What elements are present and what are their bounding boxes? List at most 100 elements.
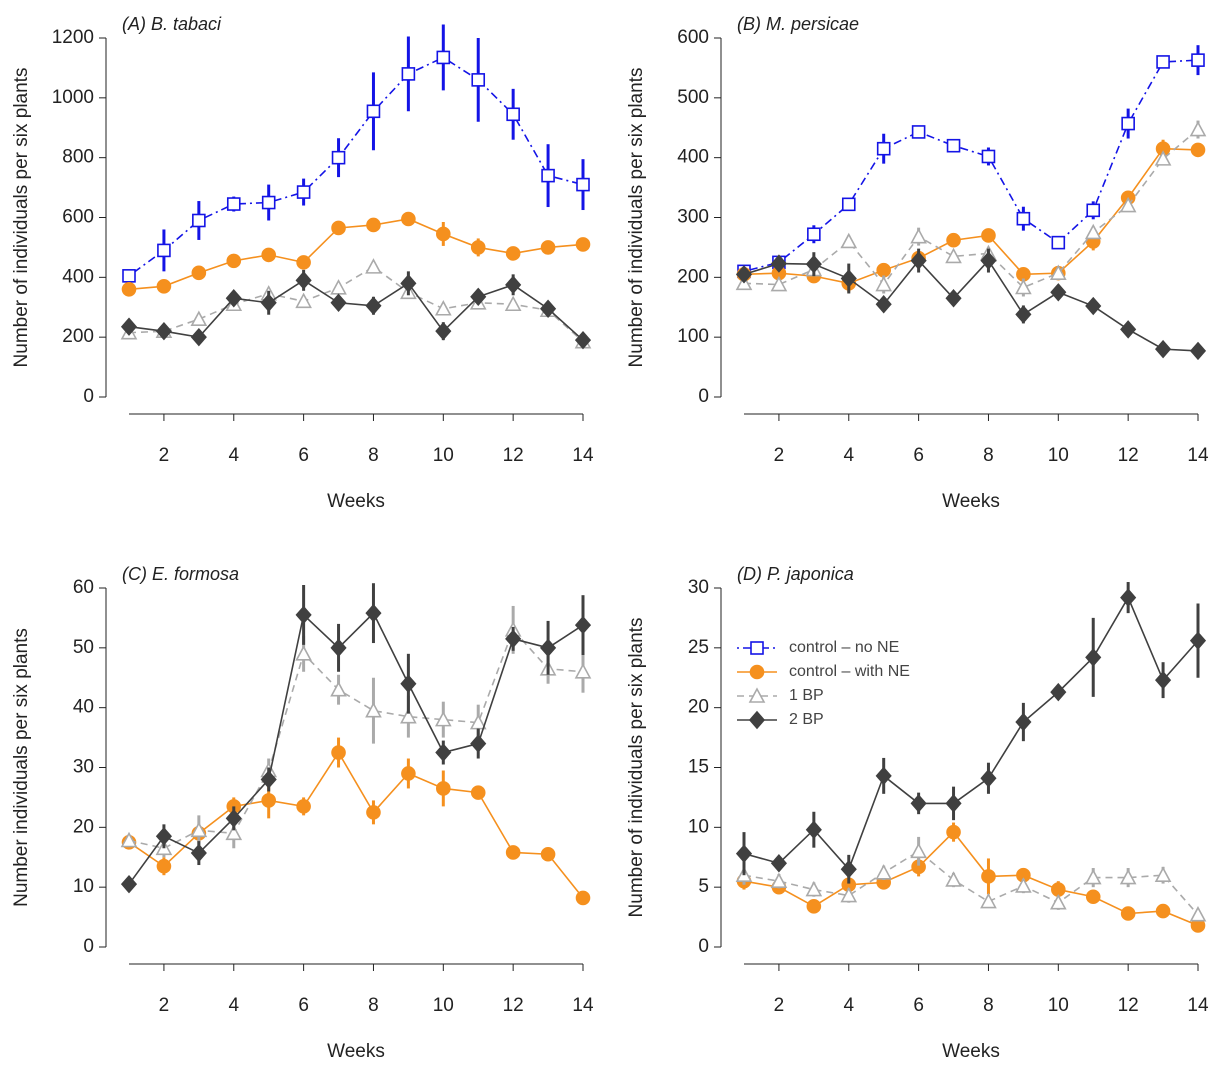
x-tick-label: 6: [913, 445, 924, 466]
series-line: [743, 595, 1199, 871]
marker: [401, 67, 416, 81]
marker: [910, 794, 927, 813]
y-tick-label: 1200: [52, 27, 94, 48]
marker: [366, 104, 381, 119]
x-tick-label: 8: [368, 995, 379, 1016]
marker: [541, 168, 555, 183]
marker: [470, 240, 486, 255]
marker: [945, 247, 962, 264]
marker: [1189, 341, 1207, 361]
marker: [980, 251, 997, 270]
marker: [505, 275, 522, 295]
marker: [735, 265, 753, 284]
marker: [1050, 682, 1067, 702]
series-line: [128, 611, 584, 885]
marker: [504, 295, 522, 312]
panel-title: (C) E. formosa: [122, 564, 239, 584]
marker: [805, 820, 822, 839]
y-tick-label: 0: [698, 936, 709, 957]
x-axis-label: Weeks: [942, 491, 1000, 512]
marker: [840, 269, 857, 288]
marker: [295, 292, 312, 309]
series-line: [128, 751, 584, 899]
y-tick-label: 20: [73, 816, 94, 837]
marker: [506, 107, 520, 122]
marker: [400, 274, 417, 293]
marker: [1155, 339, 1172, 359]
marker: [876, 141, 891, 156]
x-tick-label: 4: [228, 445, 239, 466]
marker: [805, 880, 823, 897]
x-tick-label: 6: [298, 995, 309, 1016]
marker: [1154, 866, 1172, 883]
y-tick-label: 0: [83, 386, 94, 407]
marker: [945, 871, 962, 887]
marker: [1085, 648, 1102, 667]
x-tick-label: 4: [843, 445, 854, 466]
marker: [1015, 305, 1032, 324]
marker: [225, 289, 242, 308]
marker: [400, 707, 417, 724]
y-tick-label: 200: [677, 266, 709, 287]
marker: [875, 275, 893, 292]
marker: [1084, 223, 1102, 240]
marker: [1119, 868, 1137, 885]
marker: [1049, 894, 1067, 910]
marker: [1085, 296, 1102, 316]
y-tick-label: 300: [677, 207, 709, 228]
x-tick-label: 10: [1048, 445, 1069, 466]
panel: 0 100 200 300 400 500 600 2 4 6 8 10 12 14 Weeks Number…: [626, 14, 1209, 512]
marker: [365, 603, 382, 623]
x-tick-label: 10: [1048, 995, 1069, 1016]
y-tick-label: 200: [62, 326, 94, 347]
marker: [436, 226, 451, 242]
marker: [770, 854, 787, 873]
marker: [841, 197, 856, 212]
marker: [155, 827, 172, 846]
marker: [575, 890, 591, 906]
marker: [225, 824, 243, 841]
marker: [946, 138, 961, 153]
marker: [190, 310, 208, 327]
series-line: [128, 265, 584, 343]
marker: [121, 281, 137, 297]
marker: [840, 886, 858, 903]
series-line: [128, 628, 584, 850]
x-tick-label: 14: [1187, 445, 1209, 466]
marker: [191, 265, 207, 281]
marker: [470, 734, 487, 753]
x-tick-label: 14: [1187, 995, 1209, 1016]
y-tick-label: 400: [62, 266, 94, 287]
marker: [574, 330, 592, 350]
marker: [574, 615, 592, 635]
x-axis-label: Weeks: [942, 1041, 1000, 1062]
marker: [980, 892, 997, 909]
marker: [1120, 320, 1137, 339]
marker: [875, 864, 893, 880]
legend-marker: [749, 664, 765, 680]
marker: [330, 681, 347, 697]
marker: [190, 821, 208, 838]
marker: [225, 809, 242, 828]
marker: [156, 858, 172, 874]
marker: [1086, 203, 1101, 218]
x-tick-label: 2: [159, 445, 170, 466]
marker: [436, 50, 451, 65]
x-tick-label: 12: [1118, 995, 1139, 1016]
y-tick-label: 0: [83, 936, 94, 957]
marker: [434, 300, 452, 316]
marker: [1120, 588, 1137, 607]
marker: [876, 262, 891, 278]
legend-label: control – with NE: [789, 663, 910, 680]
marker: [331, 220, 346, 236]
marker: [875, 766, 892, 786]
marker: [981, 869, 996, 884]
legend-marker: [750, 641, 764, 655]
marker: [330, 638, 347, 658]
x-tick-label: 12: [503, 445, 524, 466]
marker: [226, 253, 242, 269]
marker: [1121, 116, 1135, 131]
x-tick-label: 12: [1118, 445, 1139, 466]
panel: 0 10 20 30 40 50 60 2 4 6 8 10 12 14 Weeks Number indiv…: [11, 564, 594, 1062]
marker: [946, 232, 961, 248]
